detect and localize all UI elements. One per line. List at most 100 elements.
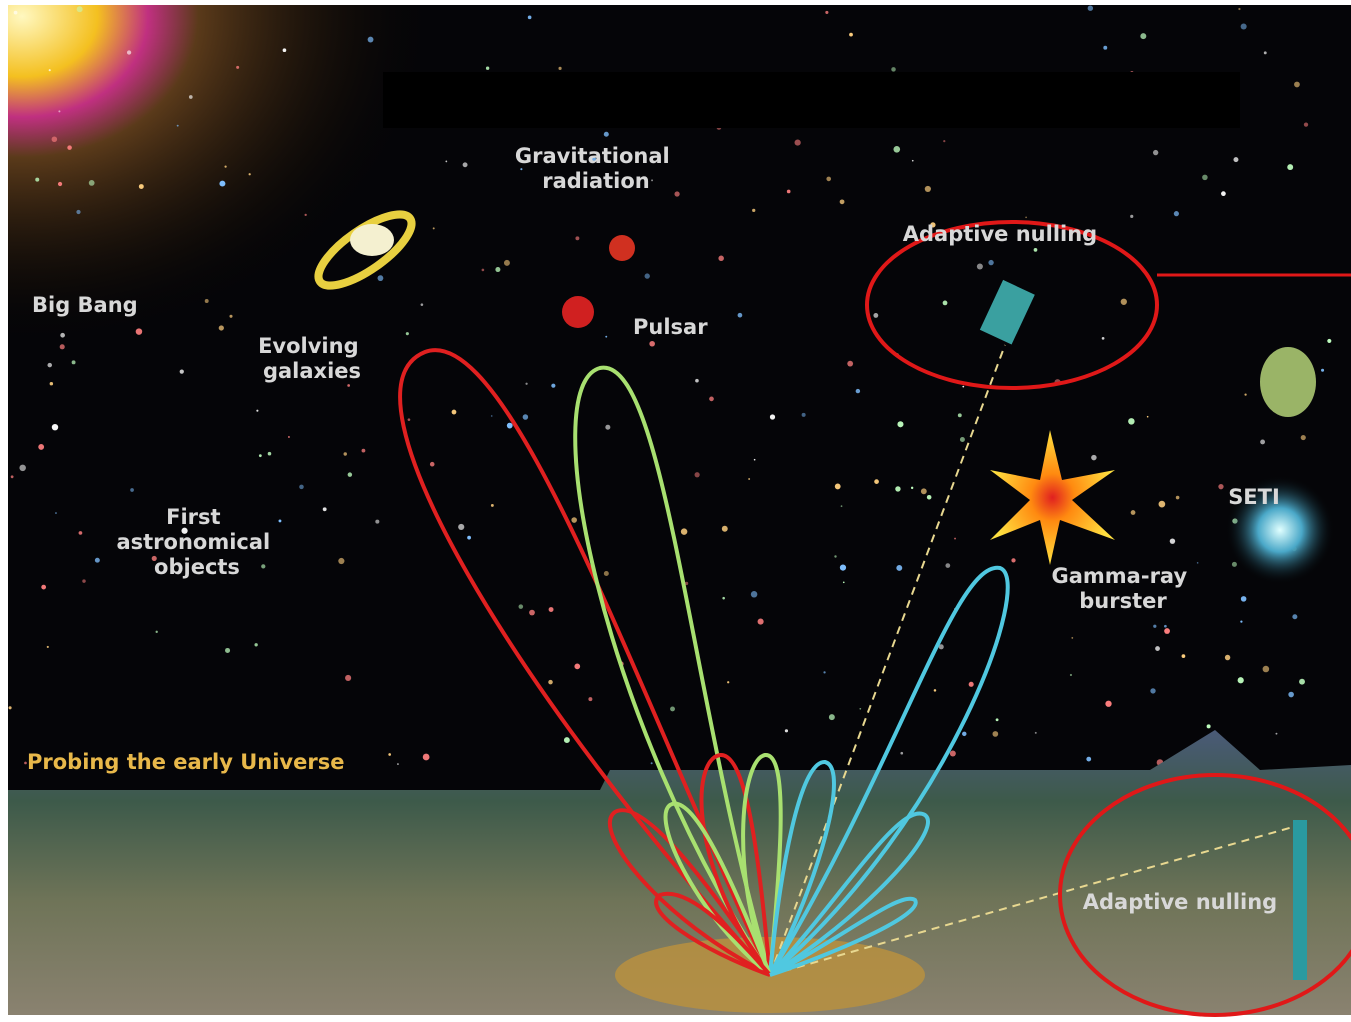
star — [1088, 6, 1093, 11]
star — [1103, 46, 1107, 50]
star — [528, 16, 532, 20]
star — [520, 168, 522, 170]
star — [564, 737, 570, 743]
star — [1011, 558, 1015, 562]
star — [954, 538, 956, 540]
star — [1207, 724, 1211, 728]
star — [1197, 562, 1199, 564]
label-line: Evolving — [258, 334, 359, 358]
star — [758, 619, 764, 625]
star — [738, 313, 743, 318]
star — [645, 273, 650, 278]
star — [709, 397, 714, 402]
star — [962, 732, 966, 736]
label-line: burster — [1079, 589, 1167, 613]
label-line: radiation — [542, 169, 650, 193]
star — [787, 190, 791, 194]
star — [1164, 625, 1167, 628]
star — [525, 383, 527, 385]
star — [856, 389, 860, 393]
star — [375, 520, 379, 524]
star — [1221, 191, 1226, 196]
pulsar-star — [609, 235, 635, 261]
star — [89, 180, 95, 186]
star — [219, 325, 224, 330]
star — [408, 418, 411, 421]
star — [347, 384, 350, 387]
star — [977, 263, 983, 269]
star — [1153, 150, 1158, 155]
star — [254, 643, 257, 646]
star — [156, 631, 158, 633]
star — [770, 414, 775, 419]
star — [960, 437, 965, 442]
star — [1170, 538, 1175, 543]
star — [41, 585, 46, 590]
star — [548, 680, 553, 685]
star — [338, 558, 344, 564]
star — [283, 48, 287, 52]
label: Pulsar — [633, 315, 708, 339]
star — [925, 186, 931, 192]
star — [996, 718, 999, 721]
star — [1105, 701, 1111, 707]
star — [1225, 655, 1230, 660]
star — [76, 210, 80, 214]
star — [1130, 215, 1133, 218]
star — [345, 675, 351, 681]
star — [1260, 440, 1265, 445]
star — [649, 341, 655, 347]
star — [1086, 757, 1091, 762]
star — [378, 275, 384, 281]
star — [551, 384, 555, 388]
star — [571, 517, 577, 523]
star — [491, 415, 493, 417]
star — [992, 731, 998, 737]
label: Adaptive nulling — [903, 222, 1097, 246]
star — [130, 488, 134, 492]
star — [893, 146, 900, 153]
star — [279, 520, 282, 523]
star — [177, 125, 179, 127]
star — [95, 558, 100, 563]
star — [38, 444, 44, 450]
star — [841, 505, 843, 507]
star — [47, 646, 49, 648]
star — [945, 563, 950, 568]
star — [486, 67, 489, 70]
star — [261, 564, 265, 568]
star — [189, 95, 193, 99]
star — [785, 729, 788, 732]
star — [575, 236, 579, 240]
star — [962, 386, 964, 388]
star — [958, 413, 962, 417]
star — [259, 454, 262, 457]
star — [1128, 418, 1135, 425]
star — [180, 370, 184, 374]
star — [1176, 496, 1180, 500]
star — [1241, 23, 1247, 29]
star — [825, 11, 828, 14]
star — [754, 459, 756, 461]
star — [695, 379, 699, 383]
star — [519, 604, 524, 609]
star — [1140, 33, 1146, 39]
star — [829, 714, 835, 720]
star — [406, 332, 409, 335]
star — [50, 382, 53, 385]
star — [847, 361, 853, 367]
star — [1304, 122, 1308, 126]
star — [60, 344, 65, 349]
star — [549, 607, 554, 612]
star — [1240, 621, 1242, 623]
star — [482, 269, 485, 272]
star — [752, 209, 755, 212]
label-line: objects — [154, 555, 240, 579]
star — [1233, 157, 1238, 162]
star — [1131, 510, 1136, 515]
star — [943, 301, 948, 306]
star — [727, 681, 729, 683]
tower — [1293, 820, 1307, 980]
label: Big Bang — [32, 293, 138, 317]
star — [458, 524, 464, 530]
